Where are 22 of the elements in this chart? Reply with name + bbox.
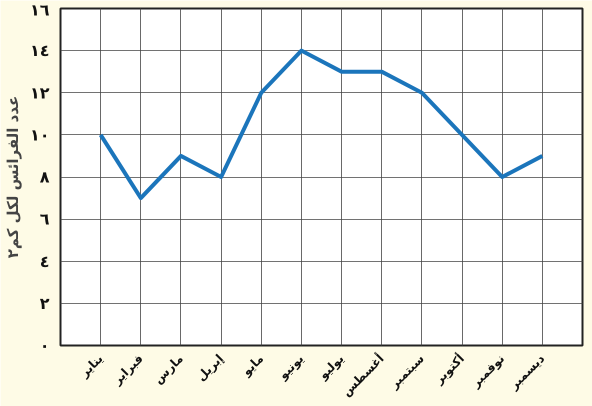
x-tick-label: سبتمبر [386,352,427,392]
x-tick-label: إبريل [194,352,226,384]
y-tick-label: ٢ [40,294,50,313]
x-tick-label: يونيو [275,352,306,383]
y-tick-label: ٤ [40,252,50,271]
x-tick-label: فبراير [109,352,146,388]
y-tick-label: ٠ [40,336,50,355]
x-tick-label: مايو [238,352,266,380]
x-tick-label: يناير [76,352,106,380]
y-tick-label: ١٤ [30,41,50,60]
y-tick-label: ٨ [40,168,50,186]
y-tick-label: ١٠ [30,125,50,144]
y-tick-label: ١٢ [30,83,50,102]
line-series [98,48,544,200]
x-tick-label: يوليو [315,352,347,383]
x-tick-label: مارس [150,352,186,386]
y-axis-title: عدد الفرائس لكل كم٢ [4,96,22,258]
y-tick-label: ١٦ [30,0,50,20]
x-tick-label: ديسمبر [506,352,548,393]
y-tick-label: ٦ [40,210,50,229]
x-tick-label: نوفمبر [468,352,508,391]
x-tick-label: أكتوبر [430,350,467,388]
